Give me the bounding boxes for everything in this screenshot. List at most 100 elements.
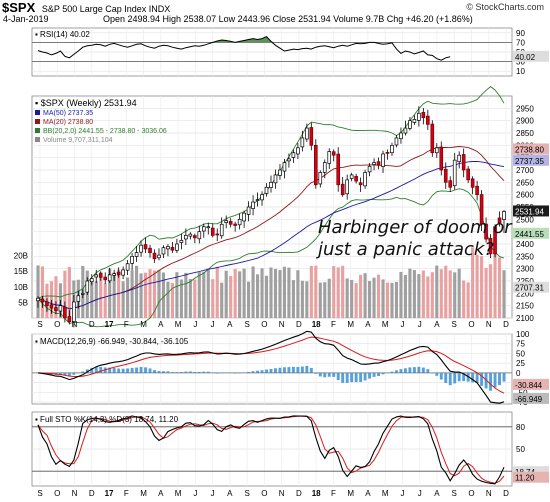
macd-histogram-bar bbox=[377, 372, 380, 376]
price-legend-entry: MA(20) 2738.80 bbox=[43, 119, 93, 126]
macd-histogram-bar bbox=[162, 371, 165, 373]
volume-bar bbox=[121, 281, 125, 318]
volume-bar bbox=[233, 268, 237, 318]
sto-x-label: D bbox=[89, 489, 95, 498]
volume-bar bbox=[251, 266, 255, 318]
volume-bar bbox=[480, 256, 484, 318]
sto-x-label: A bbox=[158, 489, 164, 498]
volume-bar bbox=[462, 280, 466, 318]
volume-bar bbox=[430, 272, 434, 318]
volume-bar bbox=[435, 265, 439, 318]
volume-bar bbox=[471, 247, 475, 318]
volume-bar bbox=[417, 274, 421, 318]
ma50-value-label: 2737.35 bbox=[515, 157, 544, 166]
sto-x-label: J bbox=[400, 489, 404, 498]
sto-x-label: S bbox=[244, 489, 249, 498]
sto-x-label: A bbox=[365, 489, 371, 498]
sto-x-label: 17 bbox=[105, 489, 114, 498]
macd-histogram-bar bbox=[417, 366, 421, 373]
rsi-tick-label: 90 bbox=[516, 29, 525, 38]
macd-tick-label: 50 bbox=[516, 349, 525, 358]
candle-body bbox=[94, 274, 99, 278]
volume-bar bbox=[161, 272, 166, 318]
macd-histogram-bar bbox=[233, 372, 237, 374]
price-x-label: J bbox=[211, 320, 215, 329]
volume-bar bbox=[309, 265, 313, 318]
volume-bar bbox=[341, 265, 345, 318]
volume-bar bbox=[139, 273, 143, 318]
macd-histogram-bar bbox=[399, 369, 403, 373]
volume-bar bbox=[108, 268, 112, 318]
candle-body bbox=[354, 176, 358, 182]
macd-histogram-bar bbox=[327, 372, 331, 377]
macd-histogram-bar bbox=[408, 367, 412, 373]
candle-body bbox=[403, 127, 408, 134]
volume-bar bbox=[269, 267, 273, 318]
macd-histogram-bar bbox=[112, 367, 116, 373]
volume-bar bbox=[376, 274, 381, 318]
bb-lower-value-label-bg bbox=[513, 227, 549, 239]
price-x-label: S bbox=[452, 320, 457, 329]
volume-bar bbox=[126, 277, 130, 318]
candle-body bbox=[246, 206, 251, 215]
candle-body bbox=[134, 252, 139, 257]
price-tick-label: 2850 bbox=[516, 129, 534, 138]
volume-bar bbox=[385, 282, 390, 318]
volume-bar bbox=[350, 279, 354, 318]
candle-body bbox=[282, 162, 287, 172]
candle-body bbox=[390, 144, 394, 154]
volume-tick-label: 10B bbox=[14, 283, 28, 292]
legend-swatch bbox=[35, 137, 40, 142]
macd-histogram-bar bbox=[493, 372, 497, 388]
macd-tick-label: 100 bbox=[516, 330, 530, 339]
macd-histogram-bar bbox=[85, 369, 89, 373]
price-tick-label: 2100 bbox=[516, 314, 534, 323]
candle-body bbox=[251, 201, 255, 209]
volume-bar bbox=[363, 273, 367, 318]
candle-body bbox=[434, 147, 439, 154]
macd-histogram-bar bbox=[90, 367, 94, 373]
volume-bar bbox=[282, 266, 287, 318]
volume-bar bbox=[426, 276, 430, 318]
macd-line bbox=[37, 330, 505, 404]
sto-x-label: M bbox=[382, 489, 389, 498]
candle-body bbox=[67, 316, 72, 323]
volume-bar bbox=[99, 271, 103, 318]
macd-histogram-bar bbox=[426, 369, 430, 373]
price-x-label: S bbox=[244, 320, 249, 329]
candle-body bbox=[184, 235, 188, 240]
price-tick-label: 2350 bbox=[516, 252, 534, 261]
sto-d-value-label: 11.20 bbox=[515, 474, 535, 483]
candle-body bbox=[278, 169, 282, 176]
candle-body bbox=[421, 112, 426, 119]
candle-body bbox=[193, 235, 197, 239]
macd-histogram-bar bbox=[435, 372, 439, 376]
macd-histogram-bar bbox=[439, 372, 443, 380]
macd-histogram-bar bbox=[117, 368, 121, 373]
candle-body bbox=[72, 301, 76, 323]
candle-body bbox=[89, 278, 94, 283]
volume-bar bbox=[179, 279, 183, 318]
macd-histogram-bar bbox=[345, 372, 349, 383]
date-label: 4-Jan-2019 bbox=[3, 14, 49, 24]
sto-x-label: O bbox=[54, 489, 60, 498]
candle-body bbox=[479, 194, 484, 225]
macd-histogram-bar bbox=[148, 368, 152, 373]
sto-x-label: A bbox=[434, 489, 440, 498]
volume-bar bbox=[166, 281, 170, 318]
price-x-label: D bbox=[89, 320, 95, 329]
candle-body bbox=[327, 151, 332, 164]
volume-bar bbox=[238, 271, 242, 318]
macd-histogram-bar bbox=[247, 371, 251, 373]
macd-histogram-bar bbox=[336, 372, 340, 381]
rsi-tick-label: 70 bbox=[516, 38, 525, 47]
sto-k-value-label-bg bbox=[513, 466, 549, 478]
volume-bar bbox=[448, 270, 452, 318]
volume-bar bbox=[394, 281, 399, 318]
price-tick-label: 2400 bbox=[516, 240, 534, 249]
volume-bar bbox=[300, 280, 304, 318]
candle-body bbox=[493, 226, 497, 255]
sto-x-label: 18 bbox=[312, 489, 321, 498]
candle-body bbox=[340, 183, 345, 196]
